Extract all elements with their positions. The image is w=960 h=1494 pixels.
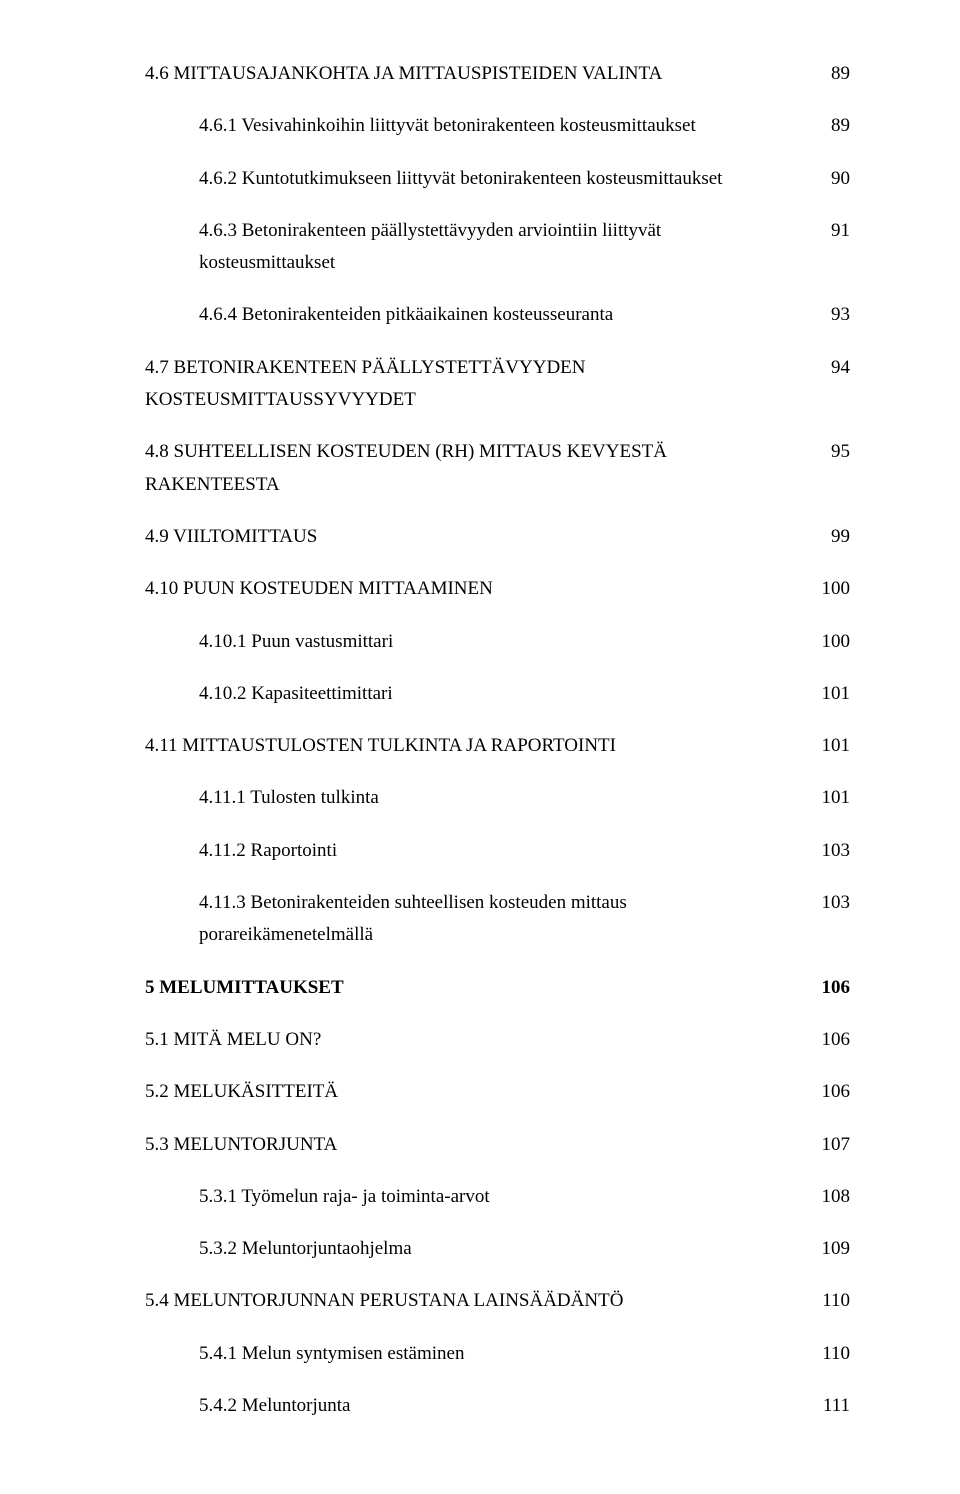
toc-page-number: 101 bbox=[810, 678, 850, 710]
toc-row: 4.11.2 Raportointi103 bbox=[145, 835, 850, 867]
toc-page-number: 106 bbox=[810, 972, 850, 1004]
toc-row: 4.8 SUHTEELLISEN KOSTEUDEN (RH) MITTAUS … bbox=[145, 436, 850, 501]
toc-row: 4.10.2 Kapasiteettimittari101 bbox=[145, 678, 850, 710]
toc-row: 5.3 MELUNTORJUNTA107 bbox=[145, 1129, 850, 1161]
toc-label: 5.4 MELUNTORJUNNAN PERUSTANA LAINSÄÄDÄNT… bbox=[145, 1285, 810, 1317]
toc-page-number: 89 bbox=[810, 110, 850, 142]
toc-page-number: 109 bbox=[810, 1233, 850, 1265]
toc-row: 4.11.3 Betonirakenteiden suhteellisen ko… bbox=[145, 887, 850, 952]
toc-row: 4.6 MITTAUSAJANKOHTA JA MITTAUSPISTEIDEN… bbox=[145, 58, 850, 90]
toc-page-number: 101 bbox=[810, 782, 850, 814]
toc-label: 4.6.3 Betonirakenteen päällystettävyyden… bbox=[199, 215, 810, 280]
toc-page-number: 110 bbox=[810, 1285, 850, 1317]
toc-label: 4.11.3 Betonirakenteiden suhteellisen ko… bbox=[199, 887, 810, 952]
toc-label: 4.10 PUUN KOSTEUDEN MITTAAMINEN bbox=[145, 573, 810, 605]
toc-row: 5.3.1 Työmelun raja- ja toiminta-arvot10… bbox=[145, 1181, 850, 1213]
toc-label: 4.11.2 Raportointi bbox=[199, 835, 810, 867]
toc-page-number: 101 bbox=[810, 730, 850, 762]
toc-row: 5.4.1 Melun syntymisen estäminen110 bbox=[145, 1338, 850, 1370]
toc-row: 4.11.1 Tulosten tulkinta101 bbox=[145, 782, 850, 814]
toc-page-number: 107 bbox=[810, 1129, 850, 1161]
toc-page-number: 106 bbox=[810, 1024, 850, 1056]
toc-label: 4.6.2 Kuntotutkimukseen liittyvät betoni… bbox=[199, 163, 810, 195]
toc-row: 5.2 MELUKÄSITTEITÄ106 bbox=[145, 1076, 850, 1108]
toc-row: 5.1 MITÄ MELU ON?106 bbox=[145, 1024, 850, 1056]
toc-page-number: 99 bbox=[810, 521, 850, 553]
toc-label: 5.3 MELUNTORJUNTA bbox=[145, 1129, 810, 1161]
toc-label: 4.8 SUHTEELLISEN KOSTEUDEN (RH) MITTAUS … bbox=[145, 436, 810, 501]
toc-page-number: 91 bbox=[810, 215, 850, 247]
toc-row: 4.6.3 Betonirakenteen päällystettävyyden… bbox=[145, 215, 850, 280]
toc-label: 5 MELUMITTAUKSET bbox=[145, 972, 810, 1004]
toc-row: 4.11 MITTAUSTULOSTEN TULKINTA JA RAPORTO… bbox=[145, 730, 850, 762]
toc-label: 4.11 MITTAUSTULOSTEN TULKINTA JA RAPORTO… bbox=[145, 730, 810, 762]
toc-row: 4.10 PUUN KOSTEUDEN MITTAAMINEN100 bbox=[145, 573, 850, 605]
toc-label: 5.1 MITÄ MELU ON? bbox=[145, 1024, 810, 1056]
toc-row: 4.6.2 Kuntotutkimukseen liittyvät betoni… bbox=[145, 163, 850, 195]
toc-label: 5.4.2 Meluntorjunta bbox=[199, 1390, 810, 1422]
toc-label: 5.3.2 Meluntorjuntaohjelma bbox=[199, 1233, 810, 1265]
toc-page-number: 106 bbox=[810, 1076, 850, 1108]
toc-label: 4.11.1 Tulosten tulkinta bbox=[199, 782, 810, 814]
toc-page-number: 89 bbox=[810, 58, 850, 90]
toc-page-number: 103 bbox=[810, 835, 850, 867]
toc-page-number: 100 bbox=[810, 573, 850, 605]
toc-page-number: 103 bbox=[810, 887, 850, 919]
toc-label: 5.3.1 Työmelun raja- ja toiminta-arvot bbox=[199, 1181, 810, 1213]
toc-row: 4.10.1 Puun vastusmittari100 bbox=[145, 626, 850, 658]
toc-row: 4.7 BETONIRAKENTEEN PÄÄLLYSTETTÄVYYDEN K… bbox=[145, 352, 850, 417]
toc-page-number: 108 bbox=[810, 1181, 850, 1213]
toc-label: 4.6.1 Vesivahinkoihin liittyvät betonira… bbox=[199, 110, 810, 142]
toc-label: 4.7 BETONIRAKENTEEN PÄÄLLYSTETTÄVYYDEN K… bbox=[145, 352, 810, 417]
toc-row: 5.4 MELUNTORJUNNAN PERUSTANA LAINSÄÄDÄNT… bbox=[145, 1285, 850, 1317]
toc-page-number: 93 bbox=[810, 299, 850, 331]
toc-page-number: 111 bbox=[810, 1390, 850, 1422]
toc-row: 5.3.2 Meluntorjuntaohjelma109 bbox=[145, 1233, 850, 1265]
toc-label: 4.9 VIILTOMITTAUS bbox=[145, 521, 810, 553]
toc-row: 4.6.4 Betonirakenteiden pitkäaikainen ko… bbox=[145, 299, 850, 331]
toc-row: 4.9 VIILTOMITTAUS99 bbox=[145, 521, 850, 553]
toc-label: 4.6.4 Betonirakenteiden pitkäaikainen ko… bbox=[199, 299, 810, 331]
toc-label: 4.6 MITTAUSAJANKOHTA JA MITTAUSPISTEIDEN… bbox=[145, 58, 810, 90]
toc-label: 4.10.2 Kapasiteettimittari bbox=[199, 678, 810, 710]
toc-row: 4.6.1 Vesivahinkoihin liittyvät betonira… bbox=[145, 110, 850, 142]
toc-page-number: 95 bbox=[810, 436, 850, 468]
toc-label: 4.10.1 Puun vastusmittari bbox=[199, 626, 810, 658]
toc-page-number: 100 bbox=[810, 626, 850, 658]
toc-page-number: 110 bbox=[810, 1338, 850, 1370]
toc-page-number: 94 bbox=[810, 352, 850, 384]
toc-label: 5.2 MELUKÄSITTEITÄ bbox=[145, 1076, 810, 1108]
toc-page: 4.6 MITTAUSAJANKOHTA JA MITTAUSPISTEIDEN… bbox=[0, 0, 960, 1494]
toc-label: 5.4.1 Melun syntymisen estäminen bbox=[199, 1338, 810, 1370]
toc-row: 5 MELUMITTAUKSET106 bbox=[145, 972, 850, 1004]
toc-list: 4.6 MITTAUSAJANKOHTA JA MITTAUSPISTEIDEN… bbox=[145, 58, 850, 1422]
toc-page-number: 90 bbox=[810, 163, 850, 195]
toc-row: 5.4.2 Meluntorjunta111 bbox=[145, 1390, 850, 1422]
